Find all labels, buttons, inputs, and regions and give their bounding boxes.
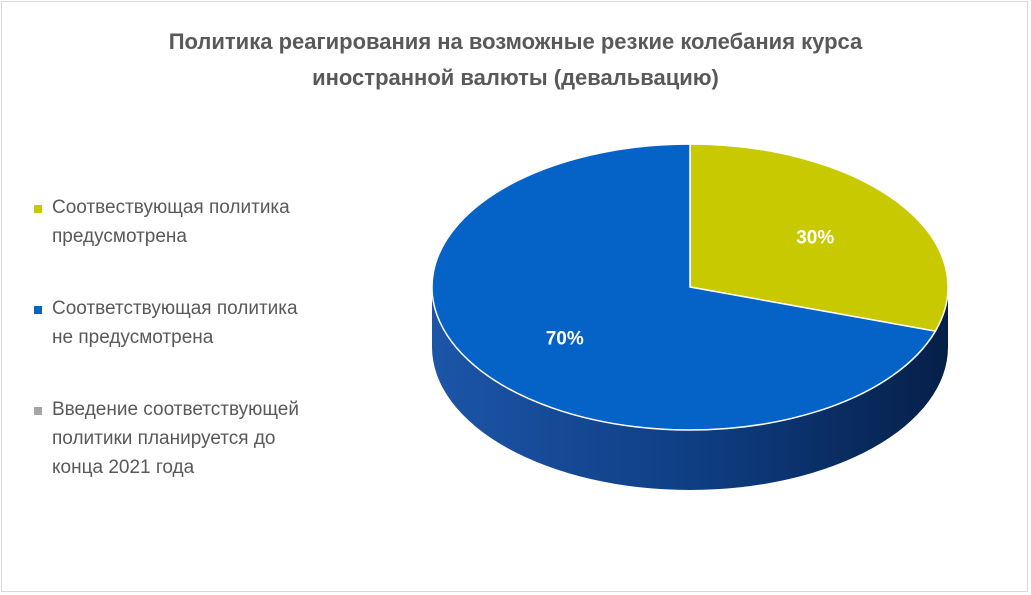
legend-label-planned-line-1: Введение соответствующей bbox=[52, 399, 299, 420]
legend-item-not-provided: Соответствующая политика не предусмотрен… bbox=[34, 294, 374, 352]
pie-side-walls bbox=[432, 287, 948, 490]
chart-title: Политика реагирования на возможные резки… bbox=[0, 24, 1031, 96]
legend-label-planned-line-2: политики планируется до bbox=[52, 428, 276, 449]
legend-label-not-provided-line-2: не предусмотрена bbox=[52, 327, 214, 348]
legend-label-provided-line-2: предусмотрена bbox=[52, 226, 187, 247]
legend: Соотвествующая политика предусмотрена Со… bbox=[34, 193, 374, 525]
pie-data-label-0: 30% bbox=[796, 228, 834, 249]
legend-label-provided-line-1: Соотвествующая политика bbox=[52, 197, 290, 218]
pie-slice-1 bbox=[431, 143, 937, 431]
chart-title-line-1: Политика реагирования на возможные резки… bbox=[168, 29, 863, 54]
legend-swatch-not-provided bbox=[34, 306, 42, 314]
pie-data-label-1: 70% bbox=[546, 328, 584, 349]
pie-side-wall bbox=[432, 287, 948, 490]
pie-data-labels: 30% 70% bbox=[546, 228, 835, 350]
legend-label-planned-line-3: конца 2021 года bbox=[52, 457, 195, 478]
legend-item-provided: Соотвествующая политика предусмотрена bbox=[34, 193, 374, 251]
legend-swatch-provided bbox=[34, 205, 42, 213]
legend-swatch-planned bbox=[34, 407, 42, 415]
pie-slices bbox=[431, 143, 949, 431]
legend-label-not-provided-line-1: Соответствующая политика bbox=[52, 298, 298, 319]
chart-title-line-2: иностранной валюты (девальвацию) bbox=[312, 65, 719, 90]
legend-item-planned: Введение соответствующей политики планир… bbox=[34, 395, 374, 482]
pie-slice-0 bbox=[689, 143, 949, 333]
